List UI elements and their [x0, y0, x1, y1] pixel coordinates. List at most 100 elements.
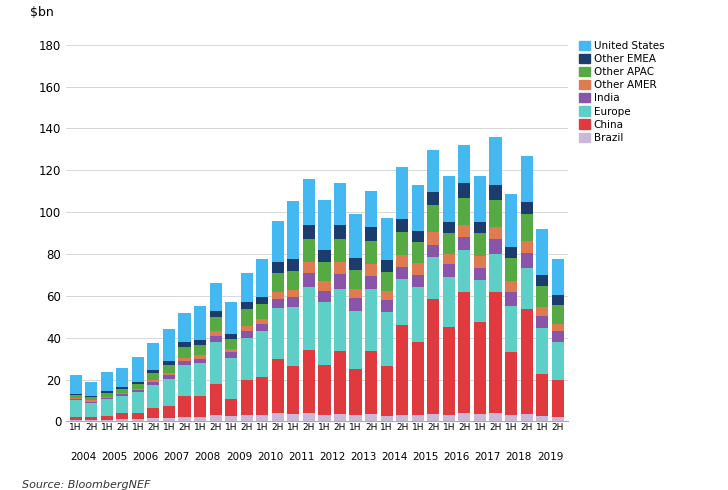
Bar — [474, 175, 486, 221]
Legend: United States, Other EMEA, Other APAC, Other AMER, India, Europe, China, Brazil: United States, Other EMEA, Other APAC, O… — [578, 40, 665, 144]
Bar — [552, 305, 563, 324]
Bar — [100, 398, 113, 399]
Bar — [381, 219, 392, 260]
Bar — [100, 393, 113, 397]
Bar — [147, 385, 159, 408]
Bar — [365, 351, 377, 414]
Bar — [521, 242, 533, 253]
Bar — [116, 413, 128, 419]
Bar — [272, 220, 284, 262]
Text: 2013: 2013 — [350, 452, 376, 462]
Bar — [272, 262, 284, 273]
Bar — [474, 414, 486, 421]
Bar — [163, 375, 175, 378]
Bar — [116, 389, 128, 393]
Bar — [225, 399, 237, 416]
Bar — [178, 396, 191, 417]
Bar — [303, 350, 315, 413]
Bar — [349, 270, 362, 289]
Bar — [489, 137, 502, 185]
Bar — [412, 275, 424, 288]
Bar — [163, 373, 175, 375]
Bar — [303, 273, 315, 288]
Bar — [132, 389, 144, 390]
Bar — [459, 183, 470, 197]
Bar — [272, 292, 284, 299]
Text: 2017: 2017 — [475, 452, 501, 462]
Bar — [116, 396, 128, 413]
Bar — [241, 310, 253, 326]
Bar — [85, 401, 98, 403]
Text: 2004: 2004 — [71, 452, 97, 462]
Bar — [210, 415, 221, 421]
Bar — [489, 292, 502, 413]
Bar — [147, 382, 159, 385]
Bar — [116, 368, 128, 387]
Bar — [241, 380, 253, 415]
Bar — [412, 288, 424, 342]
Bar — [303, 413, 315, 421]
Bar — [256, 377, 269, 415]
Bar — [349, 298, 362, 311]
Bar — [147, 373, 159, 380]
Bar — [303, 262, 315, 273]
Bar — [381, 416, 392, 421]
Text: 2012: 2012 — [319, 452, 345, 462]
Bar — [427, 414, 440, 421]
Bar — [505, 415, 517, 421]
Bar — [318, 302, 331, 365]
Bar — [521, 214, 533, 242]
Bar — [459, 292, 470, 413]
Bar — [489, 413, 502, 421]
Bar — [147, 380, 159, 382]
Text: 2010: 2010 — [257, 452, 283, 462]
Bar — [489, 227, 502, 239]
Bar — [381, 272, 392, 291]
Bar — [381, 291, 392, 300]
Bar — [427, 245, 440, 257]
Bar — [85, 400, 98, 401]
Bar — [489, 239, 502, 254]
Bar — [70, 394, 82, 395]
Bar — [489, 254, 502, 292]
Bar — [349, 369, 362, 415]
Bar — [552, 380, 563, 417]
Bar — [225, 416, 237, 421]
Bar — [178, 365, 191, 396]
Bar — [365, 276, 377, 289]
Bar — [365, 289, 377, 351]
Bar — [396, 267, 408, 279]
Bar — [147, 408, 159, 418]
Bar — [288, 297, 299, 307]
Bar — [521, 156, 533, 202]
Bar — [85, 417, 98, 420]
Bar — [318, 199, 331, 250]
Bar — [70, 420, 82, 421]
Bar — [225, 339, 237, 349]
Bar — [381, 312, 392, 366]
Bar — [194, 396, 206, 417]
Bar — [272, 299, 284, 308]
Bar — [70, 417, 82, 420]
Bar — [474, 322, 486, 414]
Text: 2005: 2005 — [101, 452, 127, 462]
Bar — [365, 191, 377, 227]
Bar — [443, 221, 455, 233]
Bar — [381, 300, 392, 312]
Bar — [505, 281, 517, 292]
Bar — [225, 334, 237, 339]
Bar — [163, 378, 175, 406]
Bar — [536, 229, 548, 275]
Bar — [116, 419, 128, 421]
Bar — [489, 185, 502, 199]
Bar — [505, 306, 517, 352]
Bar — [349, 289, 362, 298]
Bar — [241, 302, 253, 310]
Bar — [521, 414, 533, 421]
Bar — [241, 338, 253, 380]
Bar — [552, 331, 563, 342]
Bar — [521, 253, 533, 268]
Bar — [536, 287, 548, 307]
Bar — [349, 258, 362, 270]
Bar — [396, 220, 408, 232]
